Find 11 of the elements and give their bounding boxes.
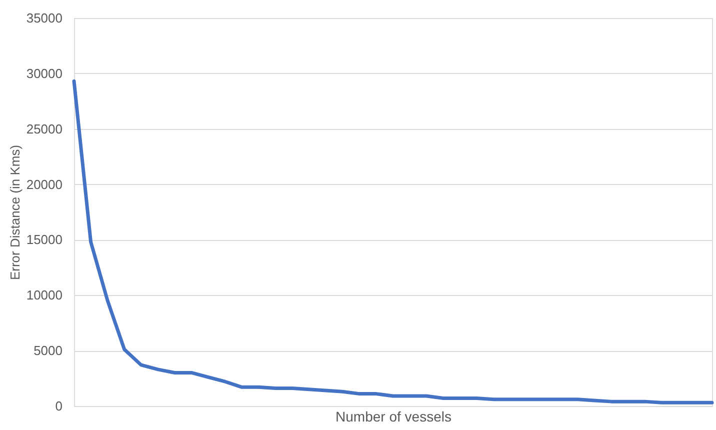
- x-axis-title: Number of vessels: [336, 408, 452, 424]
- line-series: [72, 79, 714, 404]
- y-tick-label: 25000: [26, 121, 62, 136]
- y-tick-label: 35000: [26, 10, 62, 26]
- y-tick-label: 0: [55, 398, 62, 414]
- y-tick-label: 10000: [26, 288, 62, 303]
- y-tick-label: 5000: [34, 343, 62, 358]
- y-tick-label: 15000: [26, 232, 62, 248]
- y-tick-label: 30000: [26, 66, 62, 81]
- y-tick-label: 20000: [26, 176, 62, 192]
- y-axis-title: Error Distance (in Kms): [7, 144, 22, 280]
